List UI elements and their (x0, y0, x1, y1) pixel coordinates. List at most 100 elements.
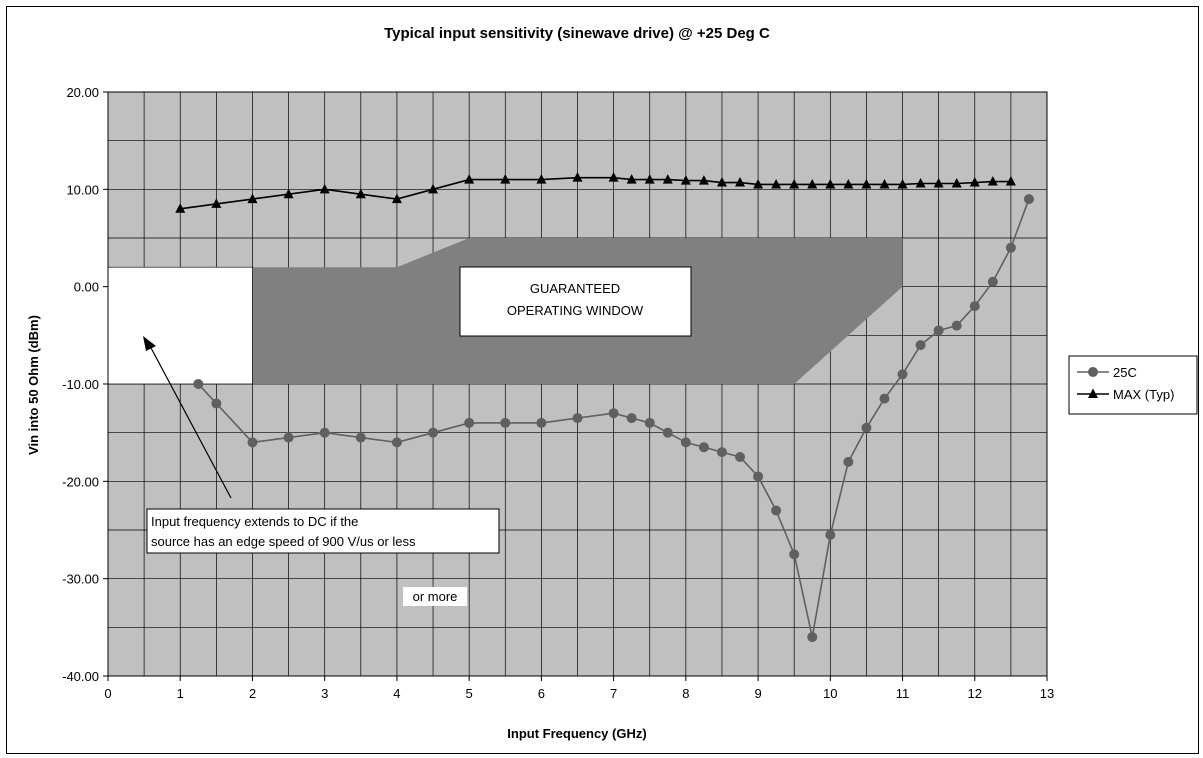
data-point-max-typ (662, 174, 673, 184)
data-point-25c (1005, 242, 1016, 253)
x-tick-label: 12 (968, 686, 982, 701)
data-point-max-typ (825, 178, 836, 189)
data-point-25c (879, 393, 890, 404)
data-point-25c (608, 408, 619, 419)
dc-note-line2: source has an edge speed of 900 V/us or … (151, 534, 416, 549)
or-more-box (403, 587, 467, 606)
data-point-25c (662, 427, 673, 438)
data-point-max-typ (879, 178, 890, 189)
data-point-25c (807, 632, 818, 643)
window-label-line2: OPERATING WINDOW (507, 303, 644, 318)
x-axis-title: Input Frequency (GHz) (507, 726, 646, 741)
dc-note-line1: Input frequency extends to DC if the (151, 514, 358, 529)
data-point-25c (193, 379, 204, 389)
legend-marker-circle (1088, 367, 1098, 377)
data-point-max-typ (915, 177, 926, 188)
x-tick-label: 6 (538, 686, 545, 701)
x-tick-label: 3 (321, 686, 328, 701)
data-point-25c (897, 369, 908, 380)
dc-extension-region (107, 266, 253, 385)
data-point-25c (211, 398, 222, 409)
data-point-25c (626, 413, 637, 424)
data-point-max-typ (753, 178, 764, 189)
data-point-max-typ (987, 176, 998, 186)
data-point-25c (428, 427, 439, 438)
data-point-25c (1023, 194, 1034, 205)
data-point-25c (464, 417, 475, 428)
data-point-25c (951, 320, 962, 331)
x-tick-label: 1 (177, 686, 184, 701)
data-point-max-typ (464, 174, 475, 184)
data-point-25c (247, 437, 258, 448)
data-point-max-typ (247, 193, 258, 204)
data-point-25c (572, 413, 583, 424)
data-point-max-typ (391, 193, 402, 204)
y-tick-label: -40.00 (62, 669, 99, 684)
data-point-25c (319, 427, 330, 438)
data-point-25c (500, 417, 511, 428)
data-point-25c (753, 471, 764, 482)
data-point-max-typ (933, 177, 944, 188)
data-point-25c (716, 447, 727, 458)
data-point-max-typ (608, 172, 619, 182)
data-point-max-typ (789, 178, 800, 189)
data-point-max-typ (951, 177, 962, 188)
data-point-25c (789, 549, 800, 560)
x-tick-label: 2 (249, 686, 256, 701)
data-point-max-typ (283, 188, 294, 199)
legend-box (1068, 355, 1198, 415)
y-tick-label: -20.00 (62, 474, 99, 489)
dc-note-arrow (149, 345, 232, 499)
legend-label: MAX (Typ) (1113, 387, 1174, 402)
data-point-25c (355, 432, 366, 443)
data-point-25c (735, 452, 746, 462)
y-tick-label: -10.00 (62, 377, 99, 392)
x-tick-label: 7 (610, 686, 617, 701)
data-point-25c (861, 422, 872, 433)
x-tick-label: 11 (896, 686, 910, 701)
data-point-max-typ (626, 174, 637, 184)
data-point-25c (536, 417, 547, 428)
data-point-25c (391, 437, 402, 448)
y-tick-label: 0.00 (74, 280, 99, 295)
data-point-max-typ (1005, 176, 1016, 186)
y-tick-label: -30.00 (62, 572, 99, 587)
x-tick-label: 4 (393, 686, 400, 701)
data-point-25c (771, 505, 782, 516)
data-point-max-typ (698, 175, 709, 185)
data-point-max-typ (735, 177, 746, 187)
data-point-max-typ (843, 178, 854, 189)
data-point-25c (644, 417, 655, 428)
x-tick-label: 8 (682, 686, 689, 701)
data-point-max-typ (716, 177, 727, 187)
data-point-max-typ (428, 183, 439, 194)
x-tick-label: 9 (754, 686, 761, 701)
data-point-25c (825, 529, 836, 540)
x-tick-label: 10 (823, 686, 837, 701)
legend-label: 25C (1113, 365, 1137, 380)
window-label-line1: GUARANTEED (530, 281, 620, 296)
data-point-max-typ (211, 198, 222, 208)
data-point-25c (933, 325, 944, 336)
data-point-max-typ (355, 188, 366, 199)
y-tick-label: 20.00 (66, 85, 99, 100)
or-more-label: or more (413, 589, 458, 604)
data-point-max-typ (969, 177, 980, 187)
data-point-max-typ (500, 174, 511, 184)
data-point-25c (843, 456, 854, 467)
data-point-max-typ (861, 178, 872, 189)
chart-title: Typical input sensitivity (sinewave driv… (384, 25, 770, 42)
data-point-max-typ (680, 175, 691, 185)
y-tick-label: 10.00 (66, 182, 99, 197)
data-point-max-typ (771, 178, 782, 189)
data-point-max-typ (572, 172, 583, 182)
legend-marker-triangle (1088, 388, 1098, 398)
window-label-box (459, 266, 692, 337)
x-tick-label: 5 (466, 686, 473, 701)
data-point-max-typ (644, 174, 655, 184)
x-tick-label: 0 (104, 686, 111, 701)
data-point-25c (698, 442, 709, 453)
data-point-max-typ (175, 203, 186, 213)
